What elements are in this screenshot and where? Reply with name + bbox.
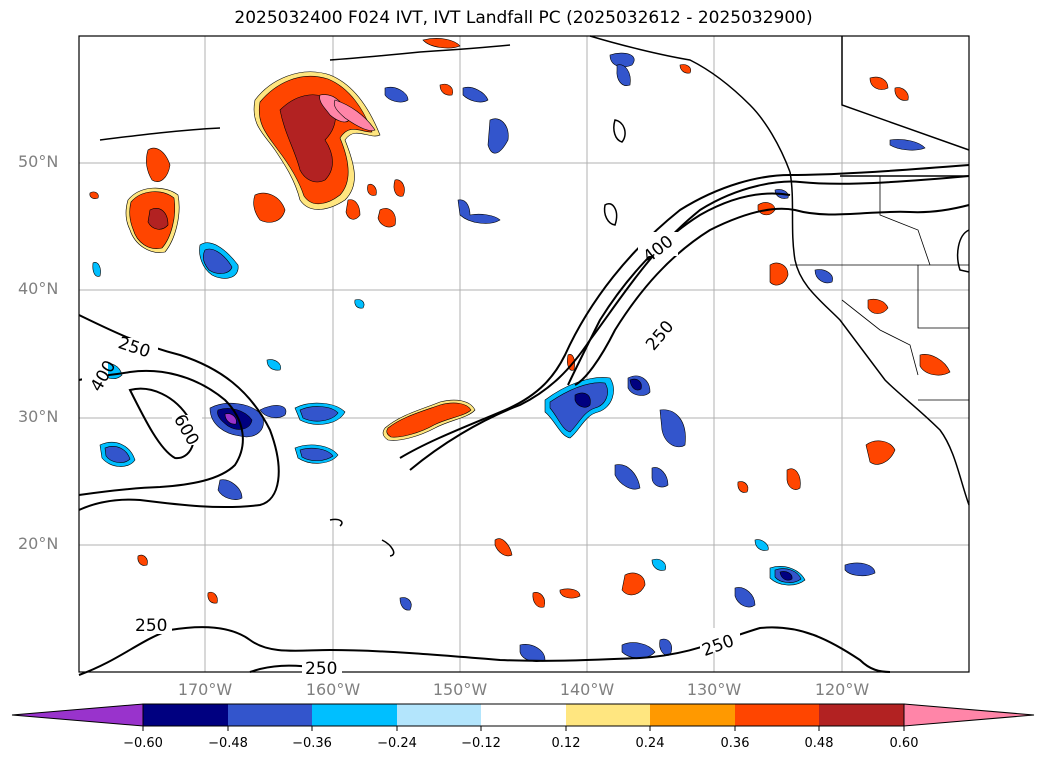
- colorbar-outline: [142, 703, 905, 727]
- colorbar-segment: [228, 704, 312, 726]
- colorbar-segment: [143, 704, 228, 726]
- colorbar-tick-label: −0.12: [461, 736, 501, 751]
- colorbar-segment: [481, 704, 566, 726]
- colorbar-segment: [735, 704, 819, 726]
- coastlines: [99, 35, 970, 557]
- map-title: 2025032400 F024 IVT, IVT Landfall PC (20…: [234, 8, 813, 28]
- colorbar-segment: [397, 704, 481, 726]
- colorbar: [11, 703, 1035, 731]
- lat-label: 50°N: [18, 152, 59, 171]
- positive-ivt-areas: [89, 38, 951, 608]
- colorbar-tick-label: −0.36: [292, 736, 332, 751]
- contour-label: 250: [135, 616, 167, 636]
- lat-label: 30°N: [18, 407, 59, 426]
- colorbar-tick-label: −0.60: [123, 736, 163, 751]
- colorbar-segment: [566, 704, 650, 726]
- lat-label: 40°N: [18, 279, 59, 298]
- colorbar-segment: [312, 704, 397, 726]
- colorbar-extend-min: [11, 703, 144, 727]
- ivt-contours: [78, 164, 970, 676]
- colorbar-tick-label: 0.12: [551, 736, 581, 751]
- lon-label: 150°W: [432, 680, 488, 699]
- colorbar-tick-label: −0.24: [377, 736, 417, 751]
- colorbar-tick-label: 0.60: [889, 736, 919, 751]
- lon-label: 140°W: [559, 680, 615, 699]
- colorbar-tick-label: −0.48: [208, 736, 248, 751]
- colorbar-segment: [819, 704, 904, 726]
- colorbar-tick-label: 0.48: [804, 736, 834, 751]
- contour-label: 250: [305, 659, 337, 679]
- state-borders: [790, 176, 969, 401]
- lon-label: 130°W: [686, 680, 742, 699]
- colorbar-segment: [650, 704, 735, 726]
- map-frame: [78, 35, 970, 673]
- lat-label: 20°N: [18, 534, 59, 553]
- lon-label: 160°W: [305, 680, 361, 699]
- gridlines: [79, 36, 969, 672]
- colorbar-extend-max: [903, 703, 1035, 727]
- colorbar-tick-label: 0.36: [720, 736, 750, 751]
- lon-label: 170°W: [177, 680, 233, 699]
- colorbar-tick-label: 0.24: [635, 736, 665, 751]
- map-panel: [79, 36, 969, 672]
- lon-label: 120°W: [814, 680, 870, 699]
